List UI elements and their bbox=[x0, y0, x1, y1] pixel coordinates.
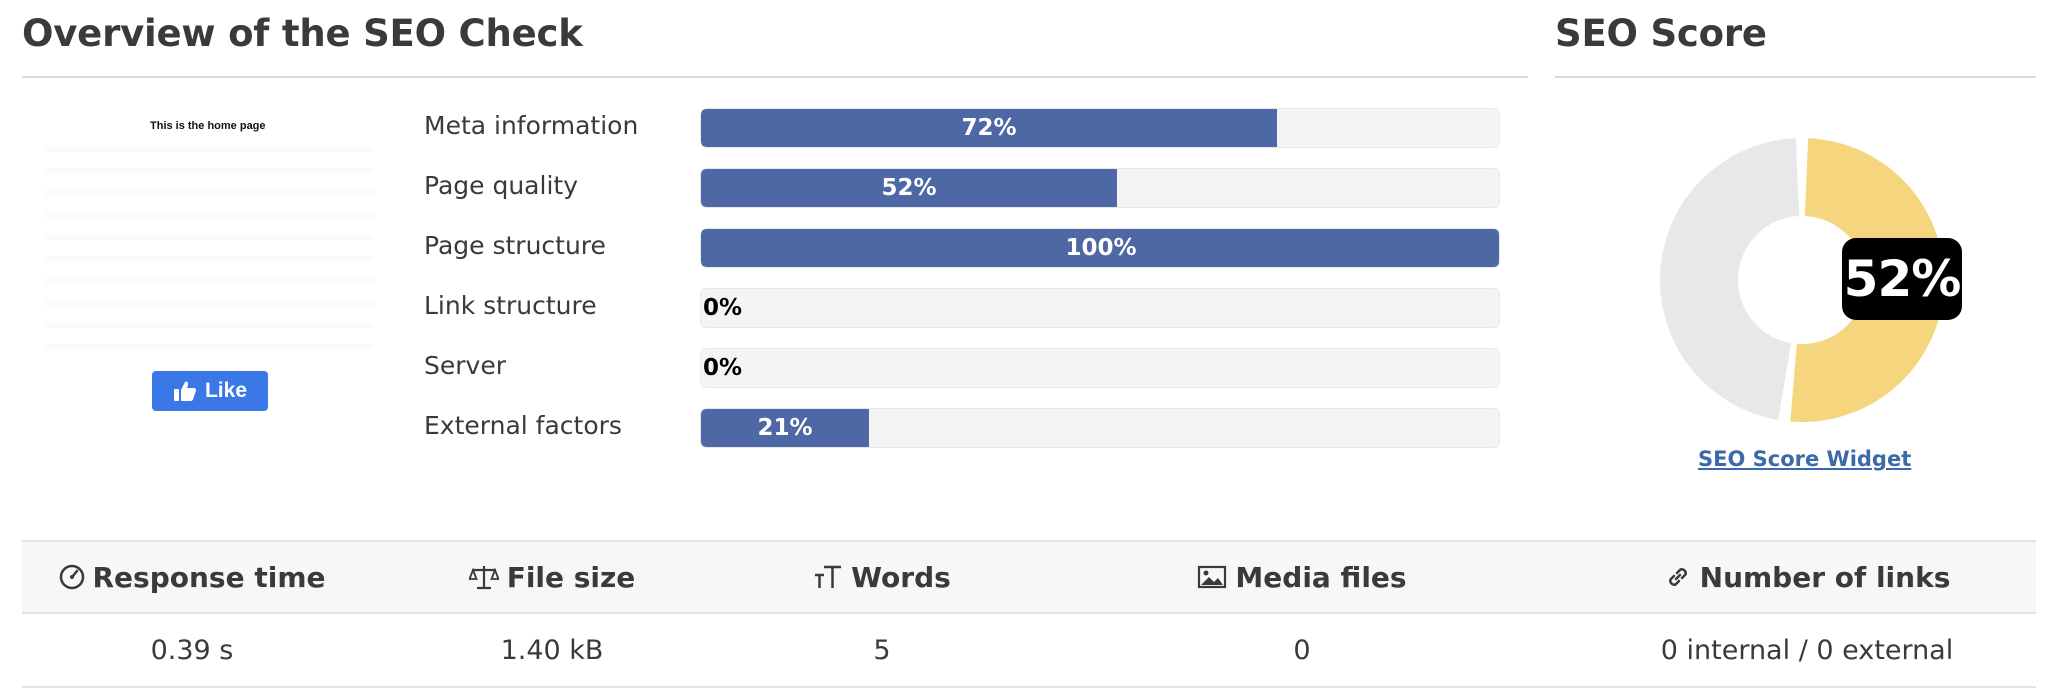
page-thumbnail: This is the home page bbox=[44, 110, 374, 370]
stat-header-response-time: Response time bbox=[22, 542, 362, 612]
stat-value-number-of-links: 0 internal / 0 external bbox=[1660, 634, 1954, 666]
bar-label: Link structure bbox=[424, 291, 597, 320]
text-size-icon bbox=[813, 564, 843, 590]
bar-fill bbox=[701, 169, 1117, 207]
stat-header-label: Words bbox=[851, 560, 951, 594]
stat-header-label: Number of links bbox=[1699, 560, 1951, 594]
bar-value: 72% bbox=[961, 115, 1017, 141]
stat-header-label: Response time bbox=[92, 560, 326, 594]
bar-track: 21% bbox=[700, 408, 1500, 448]
seo-score-divider bbox=[1555, 76, 2036, 78]
stat-value-response-time: 0.39 s bbox=[150, 634, 234, 666]
bar-track: 0% bbox=[700, 288, 1500, 328]
bar-value: 0% bbox=[703, 355, 743, 381]
stat-header-media-files: Media files bbox=[1102, 542, 1502, 612]
bar-label: Page structure bbox=[424, 231, 606, 260]
thumbnail-content bbox=[44, 146, 374, 366]
bar-track: 0% bbox=[700, 348, 1500, 388]
stat-header-number-of-links: Number of links bbox=[1582, 542, 2032, 612]
link-icon bbox=[1664, 563, 1692, 591]
stat-header-file-size: File size bbox=[402, 542, 702, 612]
like-label: Like bbox=[204, 379, 248, 402]
bar-track: 100% bbox=[700, 228, 1500, 268]
stat-header-words: Words bbox=[732, 542, 1032, 612]
stat-value-file-size: 1.40 kB bbox=[500, 634, 604, 666]
bar-label: Meta information bbox=[424, 111, 639, 140]
seo-score-donut bbox=[1660, 138, 1945, 423]
like-button[interactable]: Like bbox=[152, 371, 268, 411]
stat-header-label: Media files bbox=[1235, 560, 1407, 594]
gauge-icon bbox=[59, 564, 85, 590]
scale-icon bbox=[468, 564, 499, 590]
thumbnail-text: This is the home page bbox=[150, 120, 266, 132]
bar-label: Page quality bbox=[424, 171, 578, 200]
thumbs-up-icon bbox=[173, 380, 197, 402]
seo-score-widget-link[interactable]: SEO Score Widget bbox=[1698, 447, 1912, 471]
bar-fill bbox=[701, 229, 1499, 267]
stat-value-words: 5 bbox=[873, 634, 891, 666]
bar-value: 21% bbox=[757, 415, 813, 441]
bar-track: 72% bbox=[700, 108, 1500, 148]
overview-title: Overview of the SEO Check bbox=[22, 12, 583, 55]
overview-divider bbox=[22, 76, 1528, 78]
bar-fill bbox=[701, 409, 869, 447]
seo-score-title: SEO Score bbox=[1555, 12, 1767, 55]
stat-header-label: File size bbox=[506, 560, 636, 594]
seo-score-value: 52% bbox=[1842, 238, 1962, 320]
donut-remaining-segment bbox=[1660, 138, 1800, 420]
bar-value: 52% bbox=[881, 175, 937, 201]
stats-bottom-divider bbox=[22, 686, 2036, 688]
bar-track: 52% bbox=[700, 168, 1500, 208]
image-icon bbox=[1197, 564, 1227, 590]
bar-label: Server bbox=[424, 351, 506, 380]
stat-value-media-files: 0 bbox=[1293, 634, 1311, 666]
stats-header-row: Response time File size Words Media file… bbox=[22, 540, 2036, 614]
bar-value: 0% bbox=[703, 295, 743, 321]
bar-label: External factors bbox=[424, 411, 622, 440]
bar-value: 100% bbox=[1065, 235, 1137, 261]
bar-fill bbox=[701, 109, 1277, 147]
